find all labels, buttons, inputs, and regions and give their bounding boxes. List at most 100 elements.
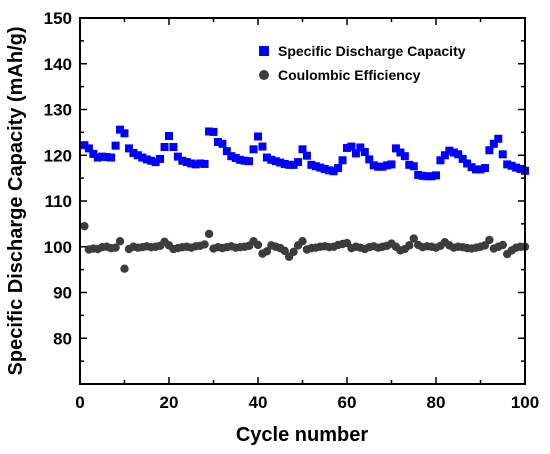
capacity-point bbox=[294, 158, 303, 167]
capacity-point bbox=[262, 153, 271, 162]
capacity-point bbox=[512, 163, 521, 172]
efficiency-point bbox=[409, 234, 418, 243]
capacity-point bbox=[285, 160, 294, 169]
capacity-point bbox=[156, 154, 165, 163]
x-tick-labels: 0 20 40 60 80 100 bbox=[75, 393, 539, 412]
capacity-point bbox=[383, 161, 392, 170]
capacity-point bbox=[458, 154, 467, 163]
capacity-point bbox=[93, 153, 102, 162]
capacity-point bbox=[173, 152, 182, 161]
capacity-point bbox=[227, 152, 236, 161]
capacity-point bbox=[463, 159, 472, 168]
capacity-point bbox=[440, 151, 449, 160]
y-tick-label: 110 bbox=[45, 192, 72, 211]
capacity-point bbox=[445, 146, 454, 155]
legend: Specific Discharge Capacity Coulombic Ef… bbox=[259, 43, 466, 83]
capacity-point bbox=[280, 159, 289, 168]
capacity-point bbox=[467, 163, 476, 172]
y-tick-label: 100 bbox=[44, 238, 72, 257]
plot-frame bbox=[79, 17, 526, 385]
efficiency-point bbox=[120, 264, 129, 273]
series-0 bbox=[80, 125, 529, 181]
capacity-point bbox=[200, 159, 209, 168]
capacity-point bbox=[378, 162, 387, 171]
y-tick-label: 150 bbox=[44, 9, 72, 28]
capacity-point bbox=[205, 127, 214, 136]
capacity-point bbox=[316, 163, 325, 172]
x-tick-label: 60 bbox=[338, 393, 357, 412]
efficiency-point bbox=[204, 229, 214, 239]
capacity-point bbox=[258, 142, 267, 151]
capacity-point bbox=[84, 144, 93, 153]
y-tick-label: 140 bbox=[44, 55, 72, 74]
capacity-point bbox=[503, 160, 512, 169]
y-tick-label: 90 bbox=[53, 284, 72, 303]
capacity-point bbox=[387, 160, 396, 169]
efficiency-point bbox=[405, 241, 414, 250]
efficiency-point bbox=[200, 240, 209, 249]
capacity-point bbox=[427, 172, 436, 181]
capacity-point bbox=[374, 162, 383, 171]
capacity-point bbox=[436, 156, 445, 165]
capacity-point bbox=[400, 152, 409, 161]
capacity-point bbox=[120, 129, 129, 138]
x-tick-label: 20 bbox=[160, 393, 179, 412]
capacity-point bbox=[240, 156, 249, 165]
efficiency-point bbox=[115, 237, 125, 246]
capacity-point bbox=[160, 143, 169, 152]
capacity-point bbox=[476, 165, 485, 174]
efficiency-point bbox=[253, 240, 263, 250]
capacity-point bbox=[409, 162, 418, 171]
x-tick-label: 40 bbox=[249, 393, 268, 412]
capacity-point bbox=[182, 158, 191, 167]
capacity-point bbox=[485, 146, 494, 155]
capacity-point bbox=[365, 155, 374, 164]
capacity-point bbox=[418, 171, 427, 180]
capacity-point bbox=[449, 148, 458, 157]
capacity-point bbox=[151, 158, 160, 167]
capacity-point bbox=[196, 159, 205, 168]
capacity-point bbox=[489, 139, 498, 148]
capacity-point bbox=[245, 157, 254, 166]
efficiency-point bbox=[298, 237, 307, 246]
x-tick-label: 80 bbox=[427, 393, 446, 412]
capacity-point bbox=[107, 153, 116, 162]
capacity-point bbox=[165, 132, 173, 141]
capacity-point bbox=[298, 145, 307, 154]
capacity-point bbox=[187, 159, 196, 168]
capacity-point bbox=[391, 144, 400, 153]
capacity-point bbox=[231, 153, 240, 162]
capacity-point bbox=[423, 172, 432, 181]
capacity-point bbox=[124, 144, 133, 153]
legend-marker-efficiency bbox=[259, 70, 269, 80]
capacity-point bbox=[405, 160, 414, 169]
capacity-point bbox=[454, 150, 463, 159]
capacity-point bbox=[351, 149, 360, 158]
capacity-point bbox=[267, 155, 276, 164]
efficiency-point bbox=[80, 221, 89, 231]
data-series bbox=[80, 125, 530, 273]
capacity-point bbox=[414, 170, 423, 179]
capacity-point bbox=[516, 164, 525, 173]
series-1 bbox=[80, 221, 530, 273]
capacity-point bbox=[334, 164, 343, 173]
x-tick-label: 0 bbox=[75, 393, 84, 412]
capacity-point bbox=[307, 160, 316, 169]
capacity-point bbox=[320, 164, 329, 173]
capacity-point bbox=[494, 134, 503, 143]
capacity-point bbox=[325, 166, 334, 175]
capacity-point bbox=[302, 151, 311, 160]
y-tick-label: 80 bbox=[53, 329, 72, 348]
capacity-point bbox=[80, 141, 89, 150]
efficiency-point bbox=[289, 247, 298, 256]
efficiency-point bbox=[262, 247, 272, 256]
capacity-point bbox=[209, 127, 218, 136]
legend-label-efficiency: Coulombic Efficiency bbox=[278, 67, 421, 83]
capacity-point bbox=[347, 142, 356, 151]
capacity-point bbox=[249, 145, 258, 154]
capacity-point bbox=[218, 139, 227, 148]
legend-marker-capacity bbox=[259, 46, 269, 56]
capacity-point bbox=[138, 153, 147, 162]
capacity-point bbox=[289, 160, 298, 169]
capacity-point bbox=[102, 153, 111, 162]
